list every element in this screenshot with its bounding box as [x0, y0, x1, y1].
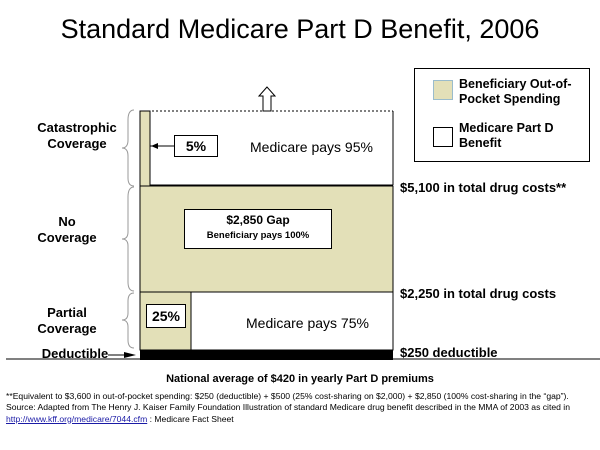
footnote: **Equivalent to $3,600 in out-of-pocket … — [6, 391, 596, 425]
partial-pct-box: 25% — [146, 304, 186, 328]
catastrophic-brace — [121, 109, 135, 187]
gap-title: $2,850 Gap — [226, 213, 290, 227]
no-coverage-brace — [121, 186, 135, 292]
source-suffix: : Medicare Fact Sheet — [149, 413, 234, 424]
segment-label-deductible: Deductible — [41, 346, 109, 361]
partial-benefit-area — [190, 291, 394, 351]
legend-label-oop: Beneficiary Out-of-Pocket Spending — [459, 77, 572, 106]
pct-pointer-arrow-icon — [151, 143, 158, 149]
gap-box: $2,850 Gap Beneficiary pays 100% — [184, 209, 332, 249]
threshold-2250: $2,250 in total drug costs — [400, 286, 557, 301]
footnote-equivalent: **Equivalent to $3,600 in out-of-pocket … — [6, 391, 569, 401]
legend-swatch-benefit — [433, 127, 453, 147]
catastrophic-pct-box: 5% — [174, 135, 218, 157]
partial-brace — [121, 292, 135, 349]
legend: Beneficiary Out-of-Pocket Spending Medic… — [414, 68, 590, 162]
segment-label-no-coverage: No Coverage — [37, 214, 97, 245]
deductible-arrow-icon — [124, 352, 136, 358]
page-title: Standard Medicare Part D Benefit, 2006 — [60, 14, 540, 44]
footnote-source: Source: Adapted from The Henry J. Kaiser… — [6, 402, 596, 425]
threshold-250: $250 deductible — [400, 345, 498, 360]
gap-subtitle: Beneficiary pays 100% — [206, 230, 310, 241]
up-arrow-icon — [257, 86, 277, 112]
legend-label-benefit: Medicare Part D Benefit — [459, 121, 554, 150]
segment-label-catastrophic: Catastrophic Coverage — [37, 120, 117, 151]
source-prefix: Source: Adapted from The Henry J. Kaiser… — [6, 402, 570, 413]
premiums-note: National average of $420 in yearly Part … — [166, 373, 434, 385]
deductible-bar — [140, 350, 393, 360]
source-link[interactable]: http://www.kff.org/medicare/7044.cfm — [6, 413, 148, 424]
catastrophic-oop-bar — [139, 110, 151, 187]
threshold-5100: $5,100 in total drug costs** — [400, 180, 567, 195]
partial-medicare-text: Medicare pays 75% — [246, 315, 369, 331]
legend-swatch-oop — [433, 80, 453, 100]
segment-label-partial: Partial Coverage — [37, 305, 97, 336]
catastrophic-medicare-text: Medicare pays 95% — [250, 139, 373, 155]
